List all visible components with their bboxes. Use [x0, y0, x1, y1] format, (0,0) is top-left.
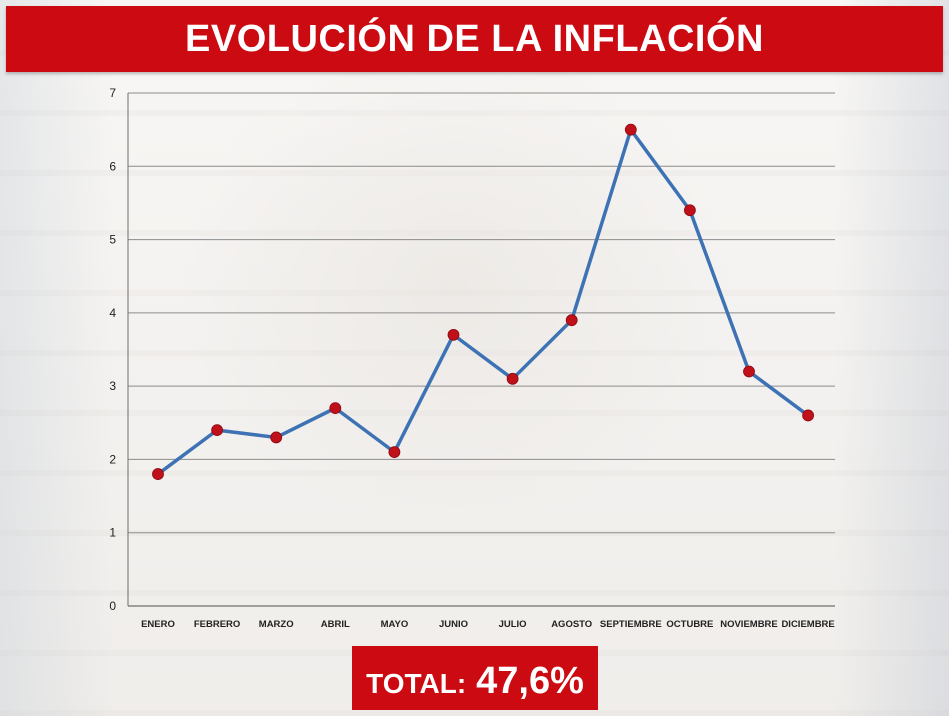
x-tick-label-febrero: FEBRERO: [194, 619, 240, 630]
total-value: 47,6%: [476, 660, 584, 702]
x-tick-label-julio: JULIO: [499, 619, 527, 630]
x-tick-label-agosto: AGOSTO: [551, 619, 592, 630]
y-tick-labels: 0 1 2 3 4 5 6 7: [109, 86, 116, 613]
data-point-julio: [506, 372, 519, 385]
axes: [127, 93, 835, 607]
series-inflation: [152, 123, 814, 480]
data-point-junio: [447, 328, 460, 341]
total-label: TOTAL:: [366, 668, 467, 699]
y-tick-label-6: 6: [109, 159, 116, 173]
x-tick-label-marzo: MARZO: [259, 619, 294, 630]
x-tick-labels: ENERO FEBRERO MARZO ABRIL MAYO JUNIO JULIO AGOS…: [141, 619, 835, 630]
data-point-agosto: [565, 314, 578, 327]
data-point-enero: [152, 468, 164, 480]
y-tick-label-1: 1: [109, 526, 116, 540]
y-tick-label-3: 3: [109, 379, 116, 393]
y-tick-label-7: 7: [109, 86, 116, 100]
data-point-octubre: [684, 204, 696, 217]
data-point-marzo: [270, 431, 283, 444]
y-tick-label-0: 0: [109, 599, 116, 613]
y-tick-label-4: 4: [109, 306, 116, 320]
data-point-septiembre: [624, 123, 637, 136]
grid-lines: [128, 92, 835, 534]
x-tick-label-septiembre: SEPTIEMBRE: [600, 619, 662, 630]
x-tick-label-abril: ABRIL: [321, 619, 350, 630]
y-tick-label-5: 5: [109, 233, 116, 247]
x-tick-label-octubre: OCTUBRE: [666, 619, 713, 630]
data-point-noviembre: [743, 365, 755, 378]
x-tick-label-junio: JUNIO: [439, 619, 468, 630]
total-box: TOTAL: 47,6%: [352, 646, 598, 710]
x-tick-label-enero: ENERO: [141, 619, 175, 630]
title-banner: EVOLUCIÓN DE LA INFLACIÓN: [6, 6, 943, 72]
x-tick-label-noviembre: NOVIEMBRE: [720, 619, 778, 630]
x-tick-label-mayo: MAYO: [381, 619, 409, 630]
x-tick-label-diciembre: DICIEMBRE: [781, 619, 834, 630]
data-point-diciembre: [802, 409, 814, 422]
data-point-abril: [329, 402, 342, 415]
data-point-mayo: [388, 446, 401, 459]
data-point-febrero: [211, 424, 224, 437]
series-line: [156, 127, 810, 476]
chart-title: EVOLUCIÓN DE LA INFLACIÓN: [185, 17, 764, 60]
y-tick-label-2: 2: [109, 452, 116, 466]
